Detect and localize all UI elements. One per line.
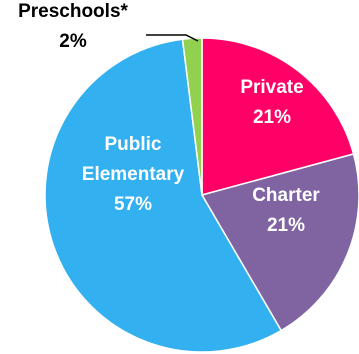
slice-name-label-1: Charter bbox=[252, 185, 320, 206]
slice-name-label-0: Private bbox=[240, 77, 303, 98]
slice-pct-label-3: 2% bbox=[59, 31, 87, 52]
pie-slices bbox=[44, 37, 359, 353]
pie-slice-2 bbox=[44, 38, 283, 353]
pie-slice-1 bbox=[200, 153, 359, 332]
slice-name-label-3: Preschools* bbox=[18, 1, 128, 22]
slice-pct-label-1: 21% bbox=[267, 215, 305, 236]
slice-name-label-2: Public bbox=[104, 134, 161, 155]
slice-pct-label-2: 57% bbox=[114, 194, 152, 215]
pie-labels: Private 21% Charter 21% Public Elementary 57% P… bbox=[18, 1, 320, 236]
pie-slice-0 bbox=[201, 37, 355, 196]
slice-name-label-2: Elementary bbox=[82, 164, 185, 185]
slice-pct-label-0: 21% bbox=[253, 107, 291, 128]
preschools-leader-line bbox=[146, 34, 199, 42]
